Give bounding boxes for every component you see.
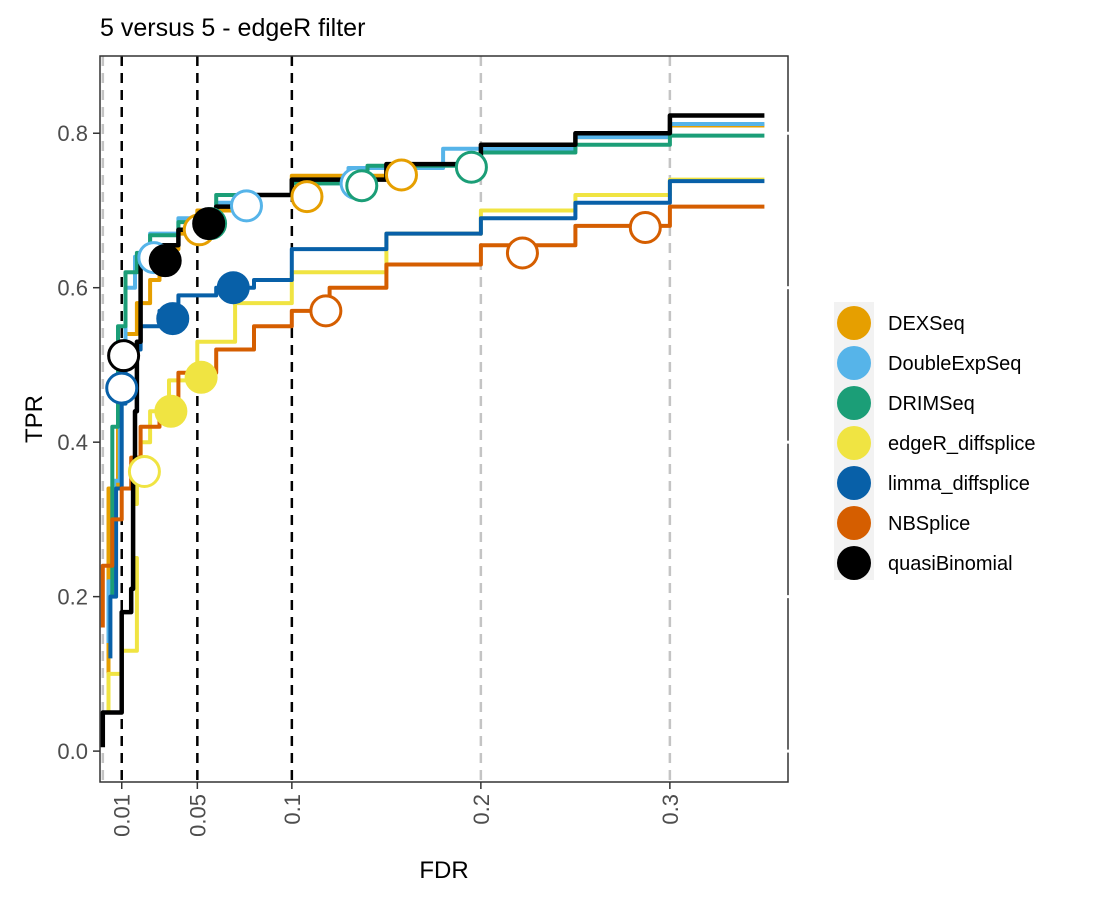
marker-NBSplice: [309, 294, 343, 328]
plot-area: 0.0 0.2 0.4 0.6 0.8 0.01 0.05 0.1 0.2 0.3: [57, 55, 795, 837]
marker-quasiBinomial: [192, 207, 226, 241]
legend-label-DoubleExpSeq: DoubleExpSeq: [888, 353, 1021, 375]
series-line-edgeR_diffsplice: [106, 177, 765, 713]
y-tick-label: 0.4: [57, 430, 88, 455]
legend-key-DRIMSeq: [837, 386, 871, 420]
marker-DRIMSeq: [345, 169, 379, 203]
legend-key-DoubleExpSeq: [837, 346, 871, 380]
y-tick-label: 0.8: [57, 121, 88, 146]
marker-limma_diffsplice: [216, 271, 250, 305]
x-axis-title: FDR: [419, 857, 468, 884]
marker-DRIMSeq: [454, 150, 488, 184]
chart-title: 5 versus 5 - edgeR filter: [100, 14, 365, 42]
marker-edgeR_diffsplice: [127, 455, 161, 489]
marker-DoubleExpSeq: [229, 189, 263, 223]
y-axis-title: TPR: [21, 395, 48, 443]
marker-quasiBinomial: [107, 339, 141, 373]
legend-label-edgeR_diffsplice: edgeR_diffsplice: [888, 433, 1036, 455]
marker-limma_diffsplice: [105, 371, 139, 405]
marker-edgeR_diffsplice: [184, 360, 218, 394]
x-tick-label: 0.05: [185, 794, 210, 837]
x-tick-label: 0.2: [469, 794, 494, 825]
marker-edgeR_diffsplice: [154, 394, 188, 428]
legend-key-edgeR_diffsplice: [837, 426, 871, 460]
marker-NBSplice: [505, 236, 539, 270]
x-tick-label: 0.01: [110, 794, 135, 837]
marker-DEXSeq: [290, 180, 324, 214]
x-tick-label: 0.1: [280, 794, 305, 825]
panel-border: [99, 55, 789, 783]
marker-quasiBinomial: [148, 244, 182, 278]
legend-label-limma_diffsplice: limma_diffsplice: [888, 473, 1030, 495]
series-line-NBSplice: [100, 204, 765, 628]
legend-label-DRIMSeq: DRIMSeq: [888, 393, 975, 415]
y-tick-label: 0.0: [57, 739, 88, 764]
x-tick-label: 0.3: [658, 794, 683, 825]
legend-key-NBSplice: [837, 506, 871, 540]
marker-limma_diffsplice: [156, 302, 190, 336]
legend-key-quasiBinomial: [837, 546, 871, 580]
legend-key-limma_diffsplice: [837, 466, 871, 500]
y-tick-label: 0.6: [57, 276, 88, 301]
marker-NBSplice: [628, 210, 662, 244]
y-tick-label: 0.2: [57, 585, 88, 610]
legend-label-quasiBinomial: quasiBinomial: [888, 553, 1013, 575]
marker-DEXSeq: [384, 158, 418, 192]
legend-key-DEXSeq: [837, 306, 871, 340]
legend: DEXSeq DoubleExpSeq DRIMSeq edgeR_diffsplic…: [834, 302, 1036, 580]
legend-label-DEXSeq: DEXSeq: [888, 313, 965, 335]
legend-label-NBSplice: NBSplice: [888, 513, 970, 535]
